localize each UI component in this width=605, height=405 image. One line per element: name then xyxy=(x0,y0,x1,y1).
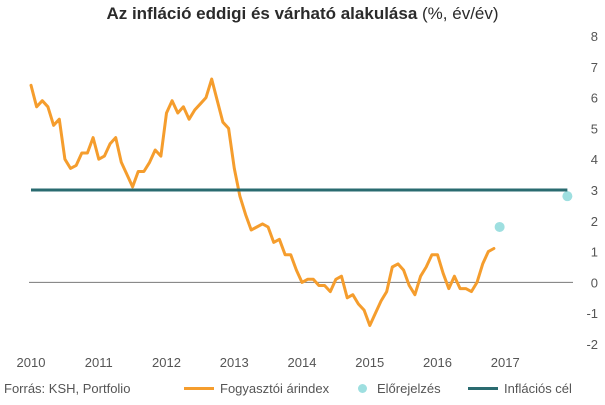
cpi-line xyxy=(29,77,496,327)
y-tick-label: 8 xyxy=(591,29,598,44)
x-tick-label: 2011 xyxy=(85,355,113,370)
legend-swatch-cpi xyxy=(184,387,214,391)
x-tick-label: 2015 xyxy=(355,355,384,370)
legend-item-cpi: Fogyasztói árindex xyxy=(184,381,329,396)
y-tick-label: 6 xyxy=(591,91,598,106)
y-tick-label: 0 xyxy=(591,275,598,290)
x-tick-label: 2010 xyxy=(17,355,46,370)
forecast-point xyxy=(494,221,505,232)
legend-label-forecast: Előrejelzés xyxy=(377,381,441,396)
legend-item-forecast: Előrejelzés xyxy=(358,381,441,396)
legend-swatch-target xyxy=(468,387,498,391)
forecast-point xyxy=(562,191,573,202)
y-tick-label: 4 xyxy=(591,152,598,167)
legend-swatch-forecast xyxy=(358,384,367,394)
x-tick-label: 2013 xyxy=(220,355,249,370)
legend-item-target: Inflációs cél xyxy=(468,381,572,396)
chart-footer: Forrás: KSH, Portfolio Fogyasztói árinde… xyxy=(4,381,604,401)
y-tick-label: 3 xyxy=(591,183,598,198)
legend-label-cpi: Fogyasztói árindex xyxy=(220,381,330,396)
chart-title-main: Az infláció eddigi és várható alakulása xyxy=(106,4,418,23)
y-tick-label: 2 xyxy=(591,214,598,229)
source-note: Forrás: KSH, Portfolio xyxy=(4,381,131,396)
chart-title: Az infláció eddigi és várható alakulása … xyxy=(0,4,605,24)
y-tick-label: 5 xyxy=(591,121,598,136)
y-tick-label: 1 xyxy=(591,245,598,260)
chart-title-unit: (%, év/év) xyxy=(417,4,499,23)
x-tick-label: 2017 xyxy=(491,355,520,370)
y-tick-label: -2 xyxy=(586,337,598,352)
x-tick-label: 2012 xyxy=(152,355,181,370)
x-tick-label: 2016 xyxy=(423,355,452,370)
legend-label-target: Inflációs cél xyxy=(504,381,572,396)
y-tick-label: -1 xyxy=(586,306,598,321)
x-tick-label: 2014 xyxy=(288,355,317,370)
y-tick-label: 7 xyxy=(591,60,598,75)
